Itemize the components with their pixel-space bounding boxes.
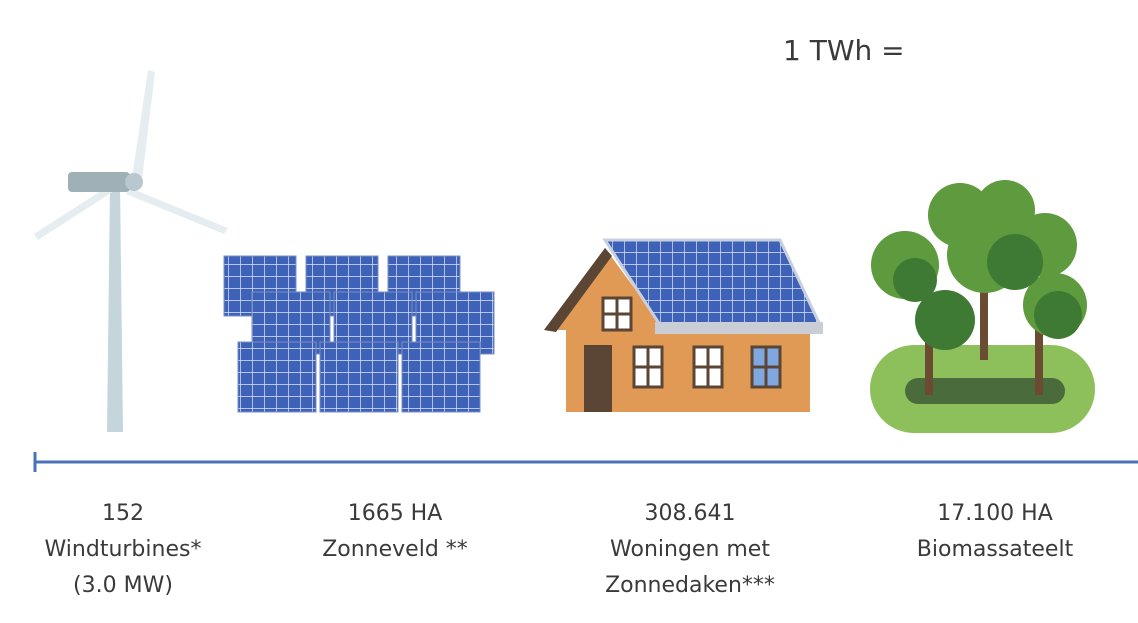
biomass-icon: [870, 180, 1095, 433]
infographic: 1 TWh =: [0, 0, 1138, 623]
item-label: Zonnedaken***: [605, 573, 775, 598]
solar-field-icon: [224, 256, 494, 412]
item-amount: 308.641: [645, 501, 736, 526]
item-amount: 1665 HA: [348, 501, 443, 526]
labels: 152 Windturbines* (3.0 MW) 1665 HA Zonneveld…: [45, 501, 1074, 598]
item-label: Biomassateelt: [917, 537, 1074, 562]
item-label: Zonneveld **: [322, 537, 468, 562]
item-amount: 152: [102, 501, 144, 526]
wind-turbine-icon: [34, 70, 228, 432]
title: 1 TWh =: [783, 34, 905, 67]
house-icon: [544, 240, 823, 412]
item-label: Windturbines*: [45, 537, 202, 562]
item-label: Woningen met: [610, 537, 770, 562]
item-amount: 17.100 HA: [937, 501, 1053, 526]
item-label: (3.0 MW): [73, 573, 173, 598]
